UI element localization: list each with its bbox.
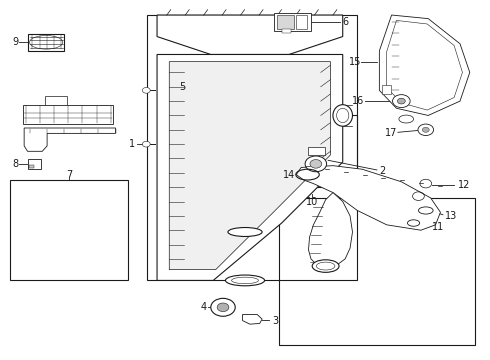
Bar — [277, 15, 294, 30]
Text: 12: 12 — [458, 180, 470, 190]
Text: 6: 6 — [343, 17, 349, 27]
Bar — [147, 15, 357, 280]
Text: 7: 7 — [66, 170, 72, 180]
Bar — [29, 165, 34, 168]
Circle shape — [422, 127, 429, 132]
Circle shape — [310, 159, 322, 168]
Polygon shape — [243, 315, 262, 324]
Polygon shape — [296, 166, 441, 230]
Ellipse shape — [399, 115, 414, 123]
Bar — [382, 85, 391, 94]
Text: 2: 2 — [379, 166, 386, 176]
Polygon shape — [157, 54, 343, 280]
Bar — [308, 147, 325, 155]
Circle shape — [397, 98, 405, 104]
Ellipse shape — [228, 228, 262, 237]
Text: 16: 16 — [352, 96, 365, 106]
Text: 1: 1 — [128, 139, 135, 149]
Ellipse shape — [312, 260, 339, 273]
Text: 14: 14 — [283, 170, 295, 180]
Ellipse shape — [232, 277, 258, 284]
Text: 13: 13 — [445, 211, 458, 221]
Polygon shape — [379, 15, 470, 116]
Bar — [45, 96, 67, 105]
Circle shape — [418, 124, 434, 135]
Bar — [294, 116, 357, 187]
Circle shape — [211, 298, 235, 316]
Bar — [282, 29, 292, 33]
Bar — [10, 180, 128, 280]
Text: 3: 3 — [272, 316, 278, 325]
Bar — [27, 34, 64, 51]
Ellipse shape — [333, 105, 352, 126]
Bar — [279, 198, 475, 345]
Bar — [296, 15, 307, 30]
Text: 17: 17 — [386, 129, 398, 138]
Ellipse shape — [337, 108, 349, 123]
Bar — [274, 13, 311, 31]
Polygon shape — [169, 62, 331, 270]
Text: 11: 11 — [432, 222, 444, 232]
Polygon shape — [157, 15, 343, 54]
Ellipse shape — [225, 275, 265, 286]
Polygon shape — [24, 128, 116, 151]
Circle shape — [392, 95, 410, 108]
Text: 4: 4 — [200, 302, 206, 312]
Text: 9: 9 — [12, 37, 19, 47]
Bar — [27, 159, 41, 169]
Text: 5: 5 — [179, 82, 186, 92]
Circle shape — [217, 303, 229, 312]
Polygon shape — [309, 193, 352, 268]
Circle shape — [305, 156, 327, 172]
Circle shape — [143, 141, 150, 147]
Text: 15: 15 — [349, 57, 361, 67]
Circle shape — [143, 87, 150, 93]
Text: 8: 8 — [12, 159, 19, 169]
Bar — [23, 105, 113, 125]
Text: 10: 10 — [306, 197, 318, 207]
